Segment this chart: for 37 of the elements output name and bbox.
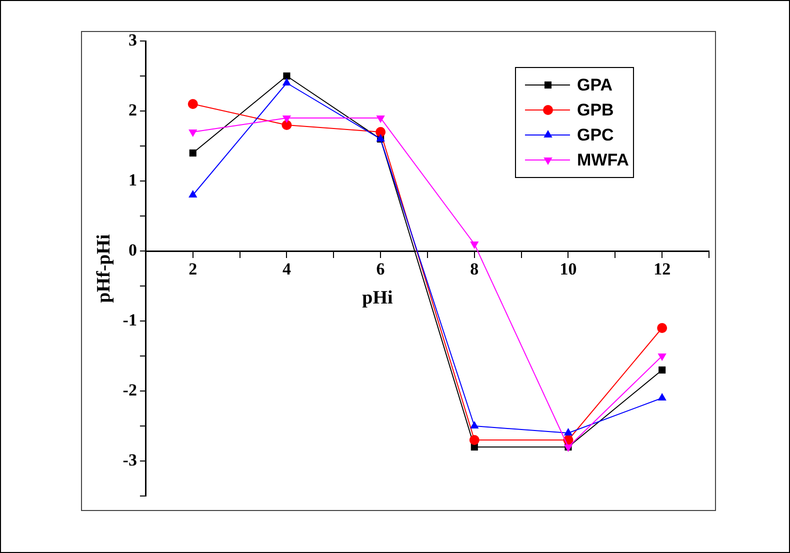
point	[188, 190, 198, 198]
point	[470, 421, 479, 428]
point	[376, 127, 386, 137]
point	[282, 116, 292, 123]
point	[283, 72, 290, 80]
y-tick-label: -2	[122, 380, 137, 400]
point	[658, 366, 666, 374]
x-tick-label: 8	[470, 260, 479, 279]
y-axis-title: pHf-pHi	[93, 234, 114, 303]
point	[657, 323, 668, 333]
x-tick-label: 12	[654, 260, 671, 279]
legend-label: MWFA	[577, 150, 629, 170]
legend-label: GPB	[577, 100, 614, 120]
x-tick-label: 2	[188, 260, 198, 279]
legend-label: GPC	[577, 126, 614, 145]
y-tick-label: 1	[128, 170, 137, 190]
point	[189, 149, 196, 157]
x-tick-label: 4	[282, 260, 292, 279]
point	[658, 354, 666, 361]
point	[282, 120, 292, 130]
y-tick-label: 0	[128, 240, 137, 260]
y-tick-label: -3	[122, 450, 137, 470]
legend-label: GPA	[577, 76, 613, 95]
x-tick-label: 10	[560, 260, 577, 279]
point	[188, 130, 198, 137]
x-axis-title: pHi	[362, 287, 393, 308]
point	[188, 99, 198, 109]
y-tick-label: -1	[122, 310, 137, 330]
point	[658, 393, 666, 400]
point	[470, 242, 479, 249]
point	[469, 435, 480, 445]
y-tick-label: 3	[128, 30, 137, 50]
x-tick-label: 6	[376, 260, 385, 279]
point	[282, 78, 292, 86]
y-tick-label: 2	[128, 100, 137, 120]
point	[564, 428, 573, 436]
point	[376, 116, 385, 123]
